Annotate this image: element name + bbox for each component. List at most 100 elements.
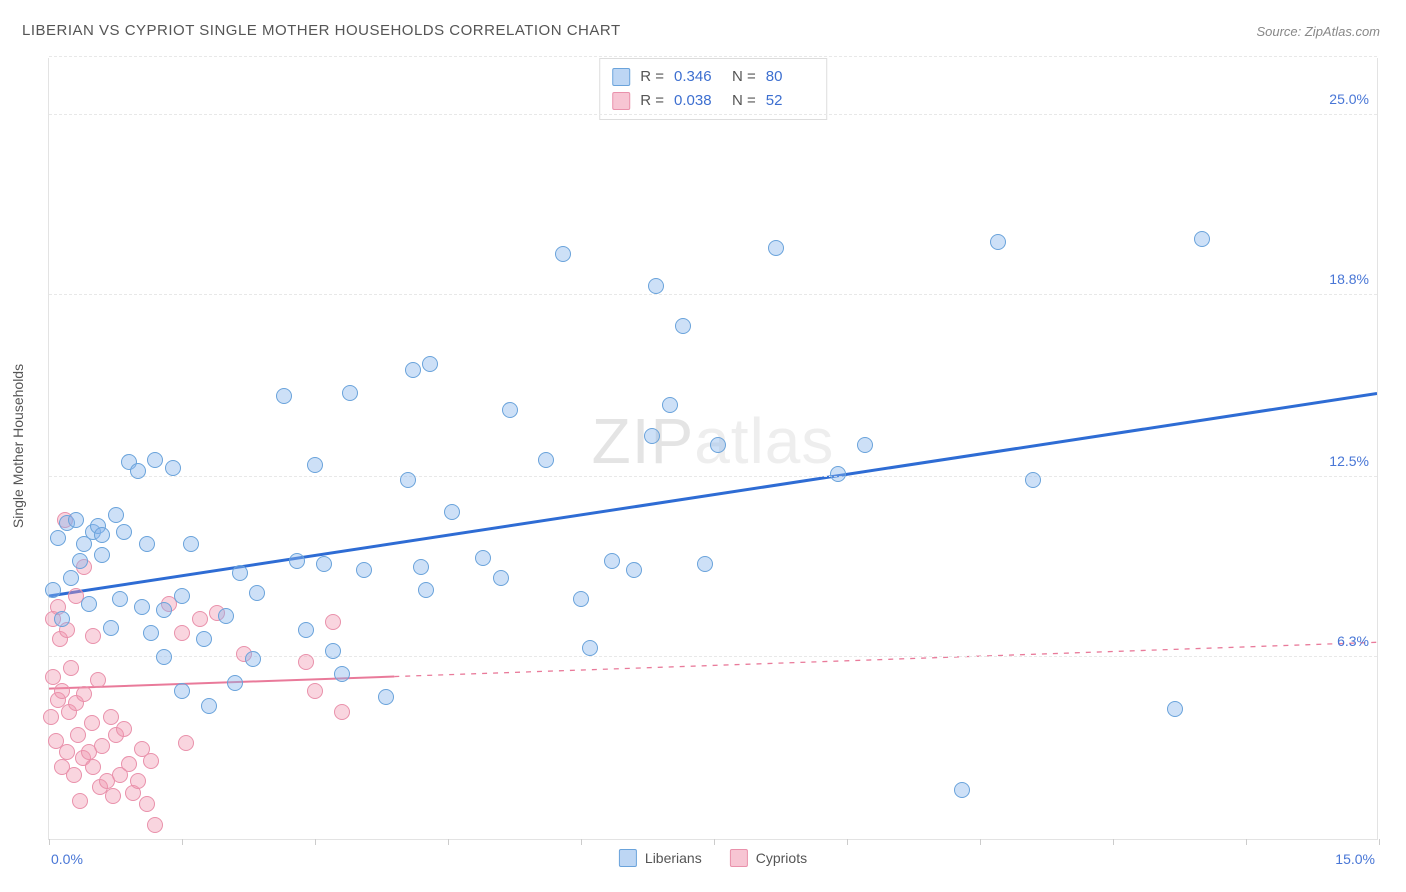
scatter-point bbox=[139, 796, 155, 812]
gridline-h bbox=[49, 56, 1377, 57]
scatter-point bbox=[90, 672, 106, 688]
scatter-point bbox=[130, 773, 146, 789]
scatter-point bbox=[45, 669, 61, 685]
y-tick-label: 18.8% bbox=[1329, 271, 1369, 287]
scatter-point bbox=[178, 735, 194, 751]
x-tick-mark bbox=[1246, 839, 1247, 845]
scatter-point bbox=[59, 744, 75, 760]
x-tick-mark bbox=[980, 839, 981, 845]
scatter-point bbox=[232, 565, 248, 581]
stats-r-label: R = bbox=[640, 89, 664, 113]
scatter-point bbox=[112, 591, 128, 607]
x-tick-mark bbox=[847, 839, 848, 845]
scatter-point bbox=[675, 318, 691, 334]
y-tick-label: 12.5% bbox=[1329, 453, 1369, 469]
scatter-point bbox=[156, 602, 172, 618]
scatter-point bbox=[245, 651, 261, 667]
x-axis-max-label: 15.0% bbox=[1335, 851, 1375, 867]
scatter-point bbox=[289, 553, 305, 569]
chart-container: LIBERIAN VS CYPRIOT SINGLE MOTHER HOUSEH… bbox=[0, 0, 1406, 892]
stats-legend-box: R =0.346N =80R =0.038N =52 bbox=[599, 58, 827, 120]
scatter-point bbox=[444, 504, 460, 520]
stats-r-label: R = bbox=[640, 65, 664, 89]
x-tick-mark bbox=[315, 839, 316, 845]
x-axis-min-label: 0.0% bbox=[51, 851, 83, 867]
scatter-point bbox=[422, 356, 438, 372]
scatter-point bbox=[298, 654, 314, 670]
scatter-point bbox=[43, 709, 59, 725]
scatter-point bbox=[1167, 701, 1183, 717]
y-axis-label: Single Mother Households bbox=[10, 364, 26, 528]
scatter-point bbox=[76, 686, 92, 702]
chart-title: LIBERIAN VS CYPRIOT SINGLE MOTHER HOUSEH… bbox=[22, 22, 621, 39]
legend-label: Liberians bbox=[645, 850, 702, 866]
scatter-point bbox=[1194, 231, 1210, 247]
scatter-point bbox=[768, 240, 784, 256]
scatter-point bbox=[648, 278, 664, 294]
scatter-point bbox=[493, 570, 509, 586]
scatter-point bbox=[413, 559, 429, 575]
trendline-extrapolated bbox=[394, 642, 1377, 676]
scatter-point bbox=[249, 585, 265, 601]
scatter-point bbox=[63, 570, 79, 586]
plot-area: ZIPatlas R =0.346N =80R =0.038N =52 Libe… bbox=[48, 58, 1378, 840]
scatter-point bbox=[165, 460, 181, 476]
scatter-point bbox=[174, 625, 190, 641]
scatter-point bbox=[334, 704, 350, 720]
stats-r-value: 0.346 bbox=[674, 65, 722, 89]
gridline-h bbox=[49, 476, 1377, 477]
scatter-point bbox=[134, 599, 150, 615]
scatter-point bbox=[227, 675, 243, 691]
scatter-point bbox=[662, 397, 678, 413]
legend-item: Cypriots bbox=[730, 849, 807, 867]
scatter-point bbox=[156, 649, 172, 665]
scatter-point bbox=[116, 721, 132, 737]
scatter-point bbox=[400, 472, 416, 488]
scatter-point bbox=[298, 622, 314, 638]
scatter-point bbox=[116, 524, 132, 540]
scatter-point bbox=[582, 640, 598, 656]
scatter-point bbox=[94, 738, 110, 754]
legend-swatch bbox=[730, 849, 748, 867]
scatter-point bbox=[475, 550, 491, 566]
scatter-point bbox=[356, 562, 372, 578]
scatter-point bbox=[1025, 472, 1041, 488]
scatter-point bbox=[307, 683, 323, 699]
scatter-point bbox=[147, 452, 163, 468]
scatter-point bbox=[105, 788, 121, 804]
scatter-point bbox=[192, 611, 208, 627]
scatter-point bbox=[342, 385, 358, 401]
x-tick-mark bbox=[448, 839, 449, 845]
scatter-point bbox=[94, 547, 110, 563]
scatter-point bbox=[990, 234, 1006, 250]
scatter-point bbox=[45, 582, 61, 598]
scatter-point bbox=[81, 596, 97, 612]
scatter-point bbox=[130, 463, 146, 479]
scatter-point bbox=[954, 782, 970, 798]
scatter-point bbox=[143, 753, 159, 769]
scatter-point bbox=[85, 759, 101, 775]
legend-swatch bbox=[619, 849, 637, 867]
scatter-point bbox=[70, 727, 86, 743]
y-tick-label: 6.3% bbox=[1337, 633, 1369, 649]
scatter-point bbox=[857, 437, 873, 453]
y-tick-label: 25.0% bbox=[1329, 91, 1369, 107]
stats-row: R =0.346N =80 bbox=[612, 65, 814, 89]
x-tick-mark bbox=[1113, 839, 1114, 845]
x-tick-mark bbox=[714, 839, 715, 845]
scatter-point bbox=[72, 793, 88, 809]
scatter-point bbox=[325, 643, 341, 659]
scatter-point bbox=[85, 628, 101, 644]
scatter-point bbox=[54, 683, 70, 699]
scatter-point bbox=[626, 562, 642, 578]
scatter-point bbox=[143, 625, 159, 641]
scatter-point bbox=[697, 556, 713, 572]
scatter-point bbox=[174, 588, 190, 604]
scatter-point bbox=[54, 611, 70, 627]
x-tick-mark bbox=[1379, 839, 1380, 845]
scatter-point bbox=[555, 246, 571, 262]
legend-swatch bbox=[612, 68, 630, 86]
scatter-point bbox=[325, 614, 341, 630]
series-legend: Liberians Cypriots bbox=[619, 849, 807, 867]
scatter-point bbox=[121, 756, 137, 772]
